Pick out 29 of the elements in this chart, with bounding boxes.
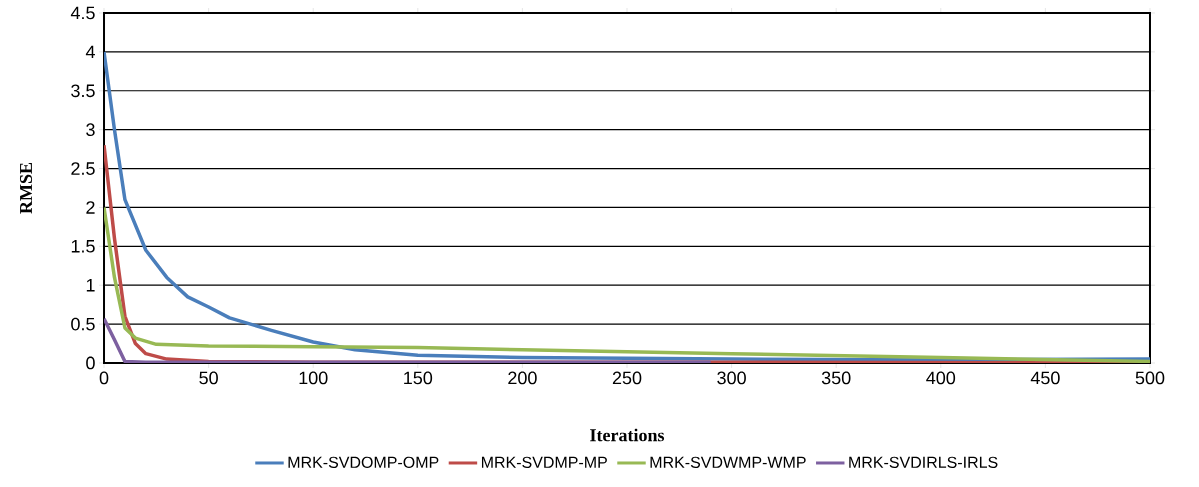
legend-label: MRK-SVDWMP-WMP: [650, 456, 806, 468]
x-tick-label: 450: [1030, 371, 1060, 385]
x-tick-label: 400: [926, 371, 956, 385]
x-tick-label: 0: [99, 371, 109, 385]
x-tick-label: 50: [199, 371, 218, 385]
y-tick-label: 1: [86, 279, 95, 292]
x-tick-label: 100: [299, 371, 328, 385]
x-tick-label: 300: [717, 371, 746, 385]
y-tick-label: 4.5: [70, 6, 95, 20]
x-tick-label: 200: [508, 371, 537, 385]
y-tick-label: 0: [86, 356, 95, 370]
y-axis-title: RMSE: [19, 162, 33, 214]
x-tick-label: 350: [821, 371, 851, 385]
line-series: [104, 316, 713, 363]
y-tick-label: 3.5: [71, 84, 95, 98]
y-tick-label: 0.5: [71, 317, 95, 331]
line-series: [104, 205, 1150, 363]
legend-label: MRK-SVDIRLS-IRLS: [849, 456, 998, 468]
y-tick-label: 3: [86, 123, 95, 137]
y-tick-label: 1.5: [71, 240, 95, 253]
legend-label: MRK-SVDMP-MP: [481, 456, 607, 468]
y-tick-label: 2: [86, 201, 95, 214]
x-tick-label: 250: [612, 371, 642, 385]
x-tick-label: 150: [404, 371, 433, 385]
y-tick-label: 2.5: [71, 162, 95, 175]
x-axis-title: Iterations: [590, 428, 665, 442]
y-tick-label: 4: [85, 45, 95, 59]
legend-label: MRK-SVDOMP-OMP: [288, 456, 439, 468]
x-tick-label: 500: [1135, 371, 1165, 385]
